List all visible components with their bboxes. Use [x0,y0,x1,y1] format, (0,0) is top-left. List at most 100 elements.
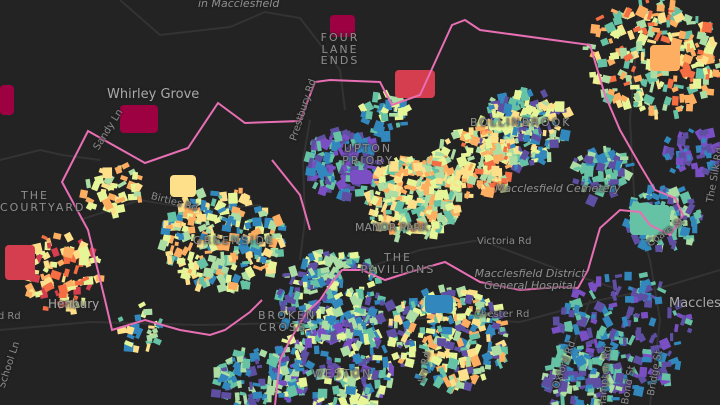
building [512,126,519,136]
building [283,294,291,302]
building [349,185,355,192]
building [322,250,331,258]
building [549,139,559,149]
building [319,142,327,147]
building [259,255,267,264]
building [488,122,497,131]
building [398,159,406,165]
building [327,329,341,344]
building [324,305,330,312]
building [379,300,385,306]
building [292,320,299,325]
building [435,224,443,234]
building [407,199,418,210]
building [191,234,195,242]
building [431,221,440,230]
building [375,221,382,232]
building [397,177,403,184]
building [452,205,462,214]
building [529,108,541,121]
building [378,214,384,222]
boundary-line [104,299,263,337]
building [523,134,531,143]
building [404,212,412,224]
building [388,190,399,198]
building [321,161,326,166]
building [183,211,188,218]
building [165,250,174,257]
building [267,260,277,271]
building [380,202,389,214]
building [317,260,326,266]
building [169,245,175,252]
building [389,161,399,172]
building [341,164,349,173]
building [205,202,210,208]
building [180,246,190,257]
building [312,181,319,190]
building [415,220,426,231]
building [334,357,341,363]
building [307,252,316,262]
building [446,190,455,203]
building [221,217,230,223]
building [312,392,321,399]
building [444,202,455,212]
building [305,368,315,377]
building [227,281,239,291]
building [317,388,328,399]
building [231,206,241,214]
building [217,206,227,214]
building [491,109,497,119]
building [208,225,215,237]
building [430,210,438,220]
label-four-lane-ends: FOUR LANE ENDS [320,31,360,68]
building [180,222,187,227]
building [263,232,271,239]
building [190,203,198,209]
label-macclesfield-cemetery: Macclesfield Cemetery [495,182,621,195]
building [317,276,327,288]
building [301,323,311,329]
building [204,250,213,255]
building [338,160,343,164]
building [288,265,299,278]
building [252,217,262,227]
building [288,274,297,286]
building [526,88,534,98]
road [0,148,101,161]
building [530,133,542,143]
building [540,89,549,99]
building [244,265,256,279]
building [384,197,393,204]
building [229,234,238,241]
building [187,251,195,262]
building [220,265,230,275]
building [317,185,328,197]
building [370,369,380,381]
building [250,227,262,238]
building [528,159,535,166]
building [316,368,328,380]
building [207,254,217,263]
building [173,247,183,258]
building [160,227,171,236]
building [280,300,287,311]
building [198,276,205,285]
building [195,212,205,223]
building [235,220,241,228]
building [210,260,219,270]
building [286,305,297,314]
building [367,306,378,318]
building [381,344,388,354]
building [313,345,320,355]
building [328,136,333,143]
building [277,237,286,249]
building [320,350,329,357]
building [228,255,233,262]
building [194,254,200,260]
building [393,234,401,243]
building [385,209,392,215]
building [548,128,555,135]
